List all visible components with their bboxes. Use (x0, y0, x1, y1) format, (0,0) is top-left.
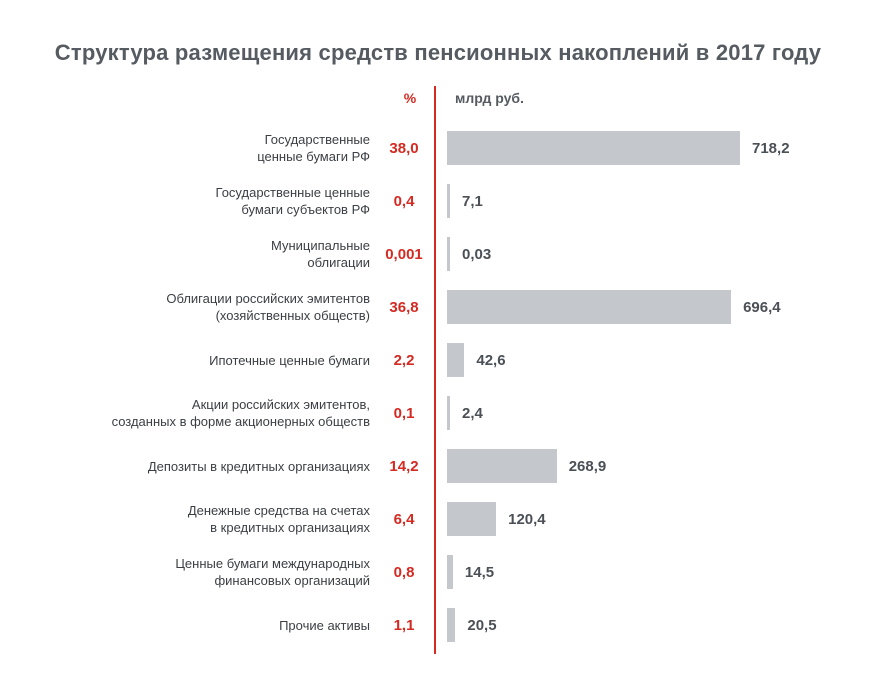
bar-row: Прочие активы 1,1 20,5 (0, 599, 876, 651)
bar (447, 131, 740, 165)
value-label: 0,03 (462, 245, 492, 263)
category-label: Ценные бумаги международных финансовых ор… (30, 546, 370, 598)
percent-label: 36,8 (389, 298, 419, 316)
bar (447, 290, 732, 324)
bar-row: Государственные ценные бумаги субъектов Р… (0, 175, 876, 227)
category-label: Ипотечные ценные бумаги (30, 334, 370, 386)
category-label-line: Облигации российских эмитентов (166, 291, 370, 306)
percent-label: 1,1 (393, 616, 415, 634)
bar-row: Ценные бумаги международных финансовых ор… (0, 546, 876, 598)
category-label: Прочие активы (30, 599, 370, 651)
bar-row: Депозиты в кредитных организациях 14,2 268… (0, 440, 876, 492)
percent-label: 14,2 (389, 457, 419, 475)
bar (447, 608, 456, 642)
value-label: 268,9 (568, 457, 607, 475)
percent-label: 0,8 (393, 563, 415, 581)
category-label-line: Ценные бумаги международных (175, 556, 370, 571)
category-label: Денежные средства на счетах в кредитных о… (30, 493, 370, 545)
category-label: Муниципальные облигации (30, 228, 370, 280)
percent-label: 6,4 (393, 510, 415, 528)
chart-title: Структура размещения средств пенсионных … (54, 40, 822, 65)
value-label: 20,5 (467, 616, 497, 634)
bar (447, 184, 450, 218)
category-label-line: Денежные средства на счетах (187, 503, 370, 518)
category-label-line: бумаги субъектов РФ (241, 202, 370, 217)
bar (447, 449, 557, 483)
percent-label: 2,2 (393, 351, 415, 369)
percent-label: 0,001 (385, 245, 423, 263)
bar-row: Ипотечные ценные бумаги 2,2 42,6 (0, 334, 876, 386)
bar-row: Муниципальные облигации 0,001 0,03 (0, 228, 876, 280)
percent-column-header: % (403, 90, 417, 106)
category-label-line: Государственные ценные (215, 185, 370, 200)
bar (447, 237, 450, 271)
category-label: Депозиты в кредитных организациях (30, 440, 370, 492)
category-label-line: (хозяйственных обществ) (215, 308, 370, 323)
category-label-line: Акции российских эмитентов, (191, 397, 370, 412)
bar (447, 502, 497, 536)
category-label: Государственные ценные бумаги субъектов Р… (30, 175, 370, 227)
value-label: 42,6 (476, 351, 506, 369)
bar-row: Денежные средства на счетах в кредитных о… (0, 493, 876, 545)
value-label: 2,4 (462, 404, 483, 422)
category-label-line: Государственные (264, 132, 370, 147)
value-label: 120,4 (508, 510, 546, 528)
category-label-line: финансовых организаций (214, 573, 370, 588)
category-label-line: Прочие активы (279, 617, 370, 633)
unit-column-header: млрд руб. (455, 90, 524, 106)
bar (447, 555, 453, 589)
category-label-line: созданных в форме акционерных обществ (111, 414, 370, 429)
category-label: Облигации российских эмитентов (хозяйстве… (30, 281, 370, 333)
category-label-line: Депозиты в кредитных организациях (147, 458, 370, 474)
value-label: 696,4 (743, 298, 781, 316)
bar (447, 343, 465, 377)
category-label: Акции российских эмитентов, созданных в ф… (30, 387, 370, 439)
percent-label: 0,4 (393, 192, 415, 210)
value-label: 7,1 (462, 192, 483, 210)
category-label: Государственные ценные бумаги РФ (30, 122, 370, 174)
category-label-line: Ипотечные ценные бумаги (209, 352, 370, 368)
percent-label: 38,0 (389, 139, 419, 157)
percent-label: 0,1 (393, 404, 415, 422)
bar-row: Облигации российских эмитентов (хозяйстве… (0, 281, 876, 333)
value-label: 14,5 (464, 563, 495, 581)
value-label: 718,2 (752, 139, 790, 157)
bar-row: Акции российских эмитентов, созданных в ф… (0, 387, 876, 439)
bar (447, 396, 450, 430)
category-label-line: в кредитных организациях (210, 520, 370, 535)
bar-row: Государственные ценные бумаги РФ 38,0 718,2 (0, 122, 876, 174)
category-label-line: облигации (307, 255, 370, 270)
axis-divider (434, 86, 436, 654)
category-label-line: ценные бумаги РФ (257, 149, 370, 164)
category-label-line: Муниципальные (270, 238, 370, 253)
